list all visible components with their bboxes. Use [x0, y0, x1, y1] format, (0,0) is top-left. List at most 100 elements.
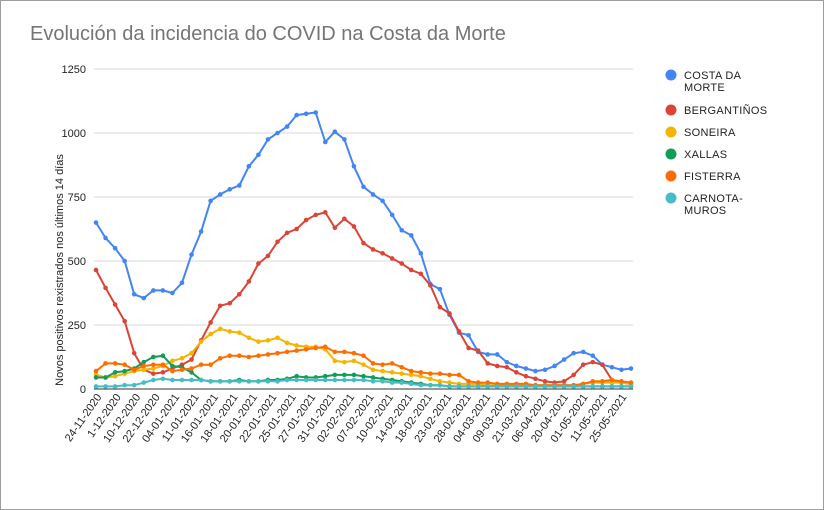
- data-point: [389, 380, 395, 385]
- chart-title: Evolución da incidencia do COVID na Cost…: [30, 23, 506, 45]
- data-point: [380, 198, 385, 204]
- x-axis-ticks: 24-11-20201-12-202010-12-202022-12-20200…: [63, 392, 630, 445]
- data-point: [475, 384, 481, 389]
- data-point: [389, 361, 395, 366]
- data-point: [179, 377, 185, 383]
- data-point: [93, 384, 99, 389]
- data-point: [514, 370, 519, 375]
- data-point: [361, 184, 366, 190]
- data-point: [217, 326, 223, 332]
- data-point: [380, 362, 385, 367]
- data-point: [466, 379, 471, 384]
- data-point: [151, 362, 156, 367]
- data-point: [485, 352, 490, 357]
- data-point: [189, 252, 194, 257]
- data-point: [351, 163, 357, 169]
- data-point: [151, 366, 156, 371]
- data-point: [351, 377, 357, 383]
- series-fisterra: [93, 344, 634, 388]
- data-point: [408, 267, 414, 273]
- y-tick-label-1250: 1250: [62, 64, 86, 76]
- data-point: [408, 372, 414, 378]
- data-point: [600, 379, 605, 384]
- data-point: [189, 366, 194, 371]
- data-point: [428, 371, 433, 376]
- data-point: [571, 350, 576, 356]
- data-point: [151, 354, 156, 360]
- data-point: [342, 372, 347, 378]
- data-point: [523, 384, 529, 389]
- data-point: [284, 124, 290, 129]
- data-point: [141, 380, 147, 385]
- data-point: [303, 111, 309, 117]
- data-point: [437, 371, 443, 376]
- data-point: [504, 364, 510, 370]
- data-point: [475, 380, 481, 385]
- legend-marker-bergantiños: [665, 104, 677, 116]
- legend-marker-carnota-muros: [665, 192, 677, 204]
- data-point: [523, 373, 529, 379]
- data-point: [112, 245, 118, 251]
- legend-label-costa-da-morte: COSTA DA: [684, 70, 742, 82]
- data-point: [131, 350, 137, 356]
- data-point: [351, 224, 357, 229]
- data-point: [552, 384, 557, 389]
- data-point: [389, 370, 395, 375]
- data-point: [447, 372, 452, 378]
- data-point: [552, 363, 557, 369]
- data-point: [389, 256, 395, 261]
- data-point: [131, 291, 137, 297]
- data-point: [93, 220, 99, 225]
- data-point: [112, 373, 118, 379]
- data-point: [160, 362, 166, 367]
- data-point: [237, 330, 242, 335]
- data-point: [112, 302, 118, 307]
- data-point: [294, 343, 299, 348]
- data-point: [600, 384, 605, 389]
- series-line-bergantiños: [95, 211, 632, 385]
- data-point: [494, 352, 500, 357]
- legend-marker-xallas: [665, 148, 677, 160]
- data-point: [189, 357, 194, 362]
- data-point: [208, 331, 213, 337]
- data-point: [294, 348, 299, 353]
- data-point: [370, 192, 376, 197]
- data-point: [322, 373, 328, 379]
- data-point: [179, 367, 185, 373]
- data-point: [332, 358, 338, 364]
- data-point: [227, 300, 233, 306]
- data-point: [456, 384, 462, 389]
- legend-label-carnota-muros: CARNOTA-: [684, 193, 743, 205]
- data-point: [198, 377, 204, 383]
- data-point: [275, 130, 280, 136]
- data-point: [361, 377, 366, 383]
- legend-label-soneira: SONEIRA: [684, 127, 736, 139]
- data-point: [294, 226, 299, 232]
- data-point: [322, 344, 328, 350]
- data-point: [284, 230, 290, 236]
- data-point: [294, 112, 299, 118]
- data-point: [208, 198, 213, 204]
- data-point: [408, 233, 414, 238]
- data-point: [189, 370, 194, 375]
- data-point: [151, 377, 156, 383]
- data-point: [217, 379, 223, 384]
- legend-label-bergantiños: BERGANTIÑOS: [684, 104, 767, 117]
- legend-label-xallas: XALLAS: [684, 149, 727, 161]
- data-point: [93, 368, 99, 374]
- data-point: [284, 340, 290, 346]
- data-point: [294, 373, 299, 379]
- data-point: [370, 375, 376, 380]
- data-point: [246, 279, 252, 284]
- data-point: [370, 379, 376, 384]
- data-point: [303, 347, 309, 352]
- data-point: [542, 379, 548, 384]
- data-point: [418, 370, 424, 375]
- data-point: [246, 335, 252, 341]
- data-point: [265, 352, 271, 357]
- data-point: [370, 361, 376, 366]
- data-point: [485, 384, 490, 389]
- data-point: [533, 384, 538, 389]
- data-point: [514, 363, 519, 369]
